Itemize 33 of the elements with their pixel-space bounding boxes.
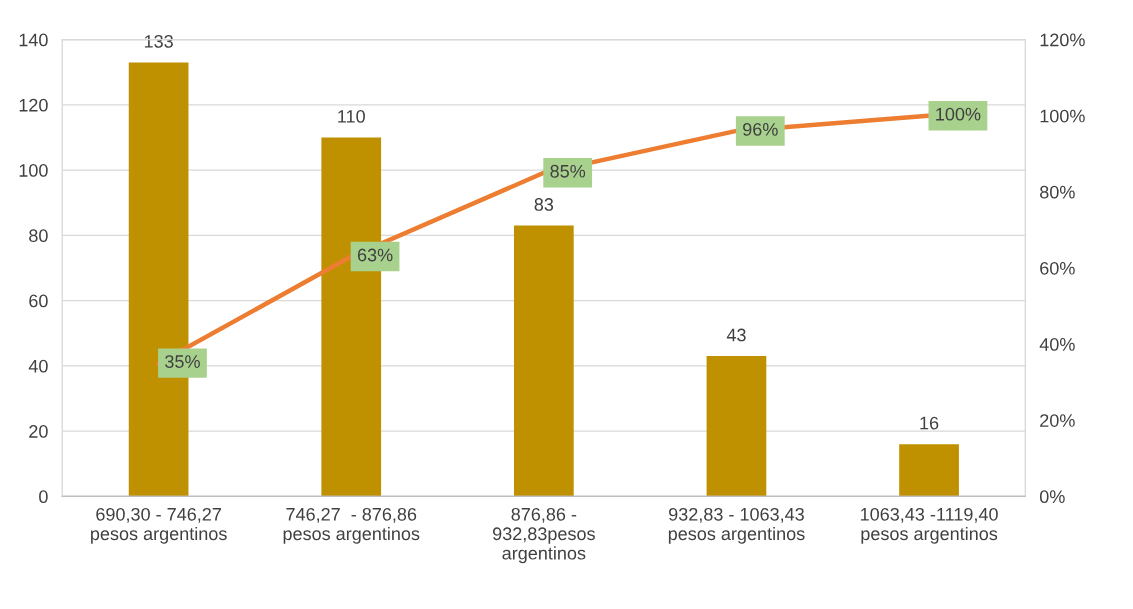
y2-tick-label: 20%: [1040, 414, 1075, 427]
data-label: 110: [338, 109, 365, 123]
y2-tick-label: 100%: [1040, 109, 1085, 123]
y2-tick-label: 60%: [1040, 261, 1075, 275]
x-tick-label: 1063,43 -1119,40 pesos argentinos: [860, 507, 998, 544]
bar: [706, 356, 767, 497]
y2-tick-label: 120%: [1040, 33, 1085, 47]
data-label: 16: [920, 416, 939, 430]
bar: [899, 444, 959, 497]
data-label: 96%: [743, 123, 778, 136]
data-label: 83: [534, 198, 554, 211]
x-tick-label: 690,30 - 746,27 pesos argentinos: [91, 507, 227, 544]
bar: [513, 225, 574, 497]
y-tick-label: 60: [29, 294, 48, 308]
y-tick-label: 20: [29, 425, 48, 438]
data-label: 35%: [165, 355, 200, 368]
y-tick-label: 80: [29, 229, 48, 243]
y2-tick-label: 40%: [1039, 338, 1075, 351]
y2-tick-label: 0%: [1039, 490, 1065, 504]
data-label: 133: [144, 34, 173, 48]
y-tick-label: 0: [39, 490, 48, 504]
data-label: 85%: [550, 164, 586, 178]
y-tick-label: 100: [19, 164, 48, 177]
y2-tick-label: 80%: [1040, 185, 1075, 199]
y-tick-label: 120: [19, 98, 48, 112]
y-tick-label: 140: [19, 33, 48, 47]
data-label: 100%: [936, 107, 981, 121]
x-tick-label: 746,27 - 876,86 pesos argentinos: [283, 507, 420, 544]
x-tick-label: 932,83 - 1063,43 pesos argentinos: [668, 507, 805, 544]
data-label: 63%: [357, 248, 393, 262]
y-tick-label: 40: [28, 359, 48, 373]
x-tick-label: 876,86 - 932,83pesos argentinos: [492, 507, 595, 564]
data-label: 43: [726, 328, 746, 342]
